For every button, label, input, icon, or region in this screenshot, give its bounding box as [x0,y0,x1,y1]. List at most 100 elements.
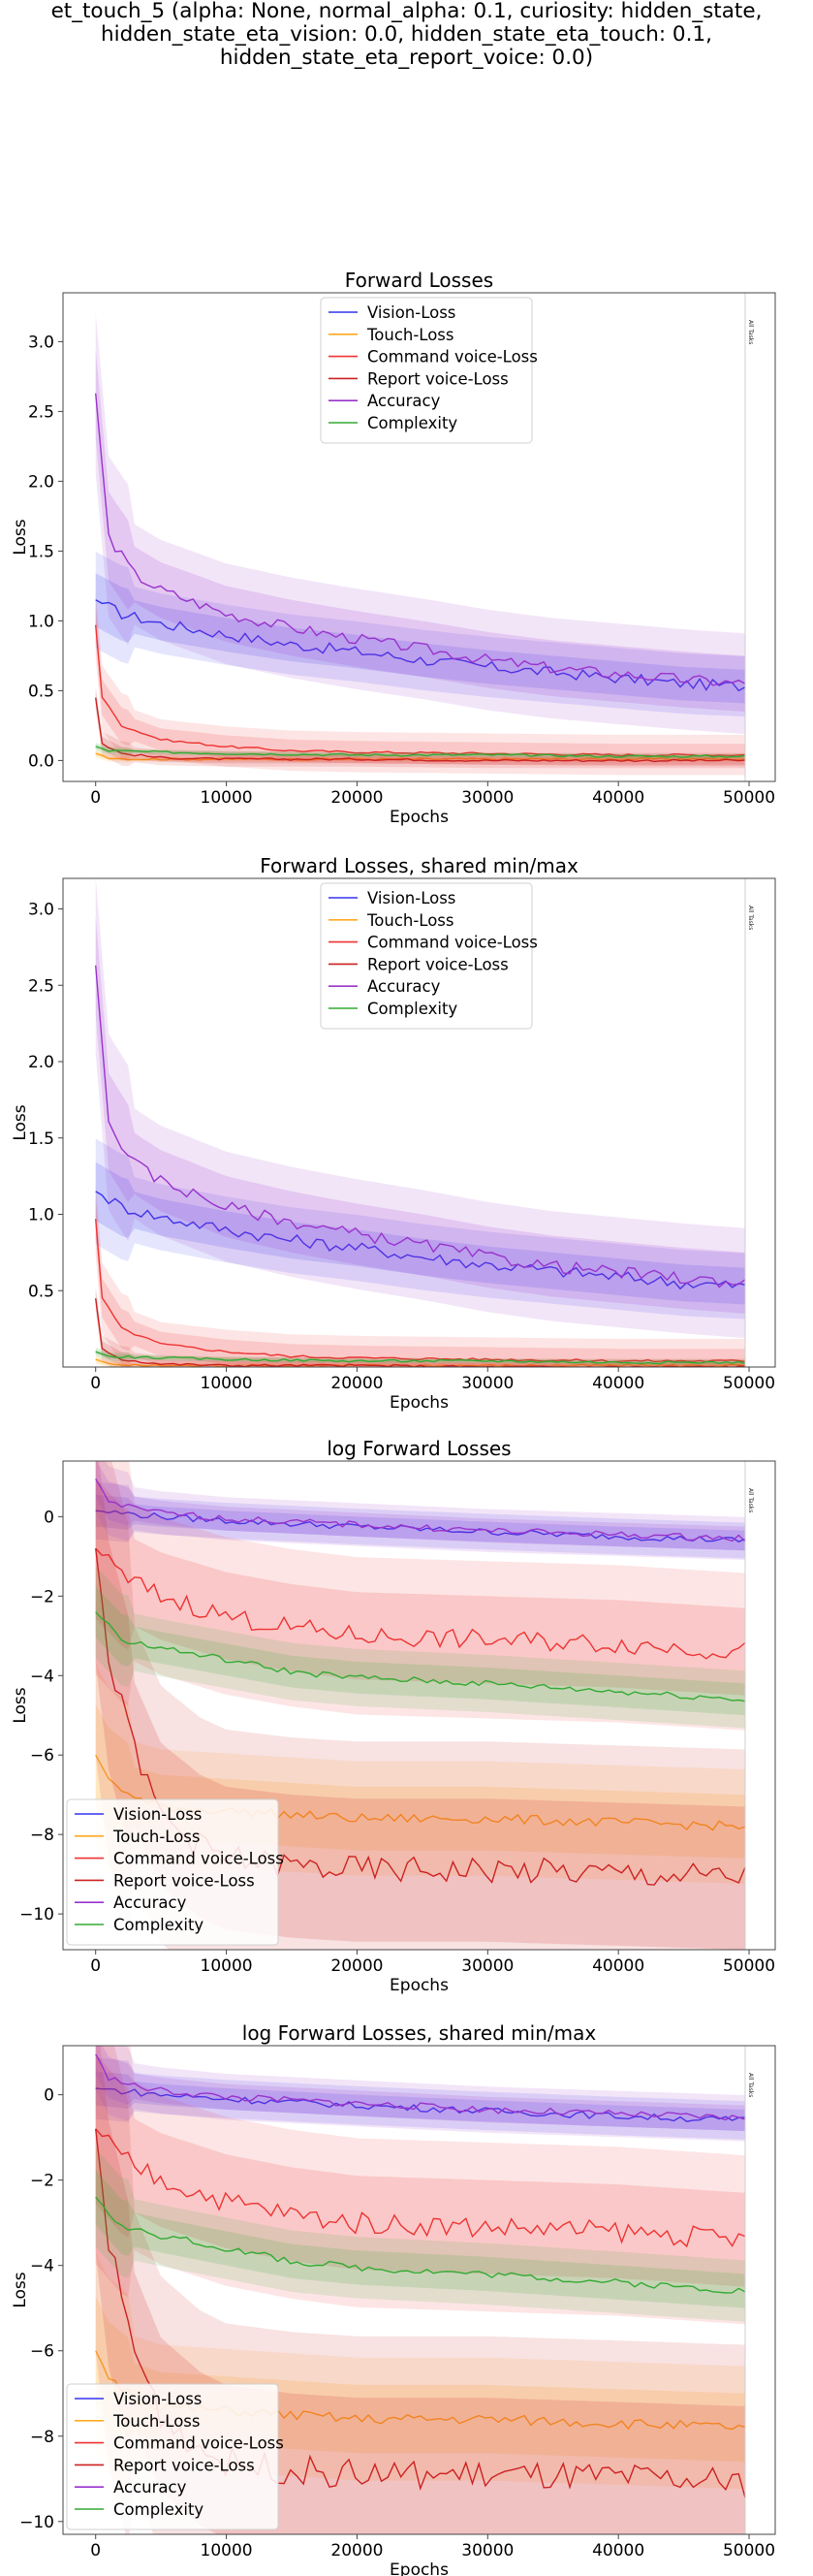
legend-label: Touch-Loss [366,326,454,344]
x-tick-label: 40000 [592,1956,644,1976]
y-tick-label: 2.5 [28,402,54,422]
legend-label: Report voice-Loss [367,369,509,388]
x-tick-label: 10000 [201,2541,253,2560]
band-accuracy-1 [95,878,745,1339]
band-command-voice-loss-2 [95,1479,745,1696]
y-tick-label: −4 [30,1667,54,1686]
band-command-voice-loss-2 [95,2053,745,2287]
legend-label: Accuracy [367,392,441,410]
y-tick-label: 2.0 [28,1053,54,1072]
series-line-touch-loss [95,752,746,761]
band-complexity-1 [95,2147,745,2322]
legend-label: Report voice-Loss [113,1871,255,1890]
x-tick-label: 20000 [330,1956,383,1976]
series-line-complexity [95,746,746,758]
y-tick-label: 0.5 [28,682,54,701]
band-complexity-2 [95,1586,745,1716]
band-vision-loss-1 [95,2057,745,2140]
all-tasks-label: All Tasks [747,2073,754,2097]
band-accuracy-2 [95,1461,745,1551]
legend-label: Accuracy [113,2478,187,2496]
axes-frame [62,292,776,782]
band-accuracy-2 [95,2046,745,2131]
x-tick-label: 20000 [330,788,383,808]
x-tick-label: 40000 [592,2541,644,2560]
y-tick-label: 0.0 [28,751,54,771]
band-vision-loss-2 [95,1161,745,1305]
chart-title: Forward Losses [345,269,493,292]
y-tick-label: 0 [44,1508,54,1527]
series-line-report-voice-loss [95,697,746,763]
series-line-complexity [95,2196,746,2294]
x-tick-label: 30000 [461,1374,514,1393]
legend-label: Report voice-Loss [113,2456,255,2474]
band-command-voice-loss-2 [95,1199,745,1367]
chart-title: Forward Losses, shared min/max [260,854,578,877]
legend-label: Command voice-Loss [113,1850,284,1868]
legend: Vision-Loss Touch-Loss Command voice-Loss R… [66,1798,284,1946]
x-tick-label: 10000 [201,1374,253,1393]
legend-label: Complexity [113,2500,203,2519]
legend-label: Accuracy [367,977,441,996]
x-tick-label: 0 [90,1956,101,1976]
legend-label: Vision-Loss [367,889,455,907]
plot-area [95,2046,746,2534]
band-report-voice-loss-2 [95,1290,745,1367]
band-vision-loss-1 [95,1138,745,1320]
band-accuracy-1 [95,2046,745,2142]
band-vision-loss-1 [95,552,745,717]
series-line-accuracy [95,1479,746,1542]
series-line-command-voice-loss [95,1547,746,1660]
legend-label: Touch-Loss [112,2412,201,2431]
chart-title: log Forward Losses, shared min/max [242,2021,597,2045]
series-line-command-voice-loss [95,1219,746,1363]
legend-box [66,2383,279,2530]
legend-label: Vision-Loss [113,2390,202,2408]
band-command-voice-loss-1 [95,1183,745,1367]
series-line-accuracy [95,965,746,1288]
figure-title-line-1: et_touch_5 (alpha: None, normal_alpha: 0… [50,0,763,23]
figure-title-line-3: hidden_state_eta_report_voice: 0.0) [219,46,594,70]
x-tick-label: 30000 [461,788,514,808]
figure-title: et_touch_5 (alpha: None, normal_alpha: 0… [0,0,813,70]
y-tick-label: −4 [30,2257,54,2276]
band-report-voice-loss-1 [95,685,745,769]
x-axis-label: Epochs [390,1976,449,1995]
x-tick-label: 0 [90,788,101,808]
band-accuracy-1 [95,312,745,734]
x-tick-label: 30000 [461,2541,514,2560]
legend-box [66,1798,279,1946]
chart-panel-2: All Tasks 0 10000 20000 30000 40000 50000 0.5 1.… [11,854,776,1413]
chart-title: log Forward Losses [327,1437,511,1460]
chart-panel-3: All Tasks 0 10000 20000 30000 40000 50000 0 −2 −4… [11,1437,776,1995]
legend-label: Vision-Loss [367,303,455,322]
band-accuracy-1 [95,1461,745,1560]
series-line-vision-loss [95,599,746,692]
legend-label: Accuracy [113,1893,187,1912]
band-command-voice-loss-1 [95,592,745,776]
legend-label: Complexity [113,1916,203,1934]
plot-area [95,878,746,1367]
band-complexity-2 [95,2170,745,2308]
legend-label: Touch-Loss [112,1828,201,1846]
legend-box [320,882,533,1030]
legend-label: Vision-Loss [113,1805,202,1824]
legend-label: Command voice-Loss [113,2434,284,2453]
x-tick-label: 50000 [723,1956,775,1976]
legend-label: Complexity [367,414,457,432]
y-tick-label: −6 [30,1746,54,1765]
legend-label: Report voice-Loss [367,955,509,973]
legend-label: Complexity [367,1000,457,1018]
y-axis-label: Loss [11,1104,30,1140]
x-tick-label: 10000 [201,788,253,808]
y-tick-label: −6 [30,2342,54,2362]
y-axis-label: Loss [11,519,30,555]
series-line-complexity [95,1351,746,1365]
band-accuracy-2 [95,348,745,712]
x-tick-label: 30000 [461,1956,514,1976]
y-tick-label: 2.5 [28,976,54,996]
y-tick-label: −8 [30,1826,54,1845]
y-tick-label: 1.0 [28,612,54,631]
series-line-vision-loss [95,2087,746,2122]
